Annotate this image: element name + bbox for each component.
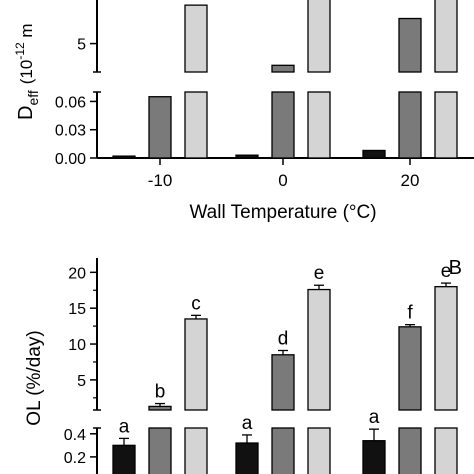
bottom-bar-20-s2-upper <box>434 286 458 411</box>
bottom-significance-letter: a <box>242 413 253 434</box>
top-x-axis-label: Wall Temperature (°C) <box>189 202 376 223</box>
bottom-ytick-label-lower: 0.4 <box>64 427 86 444</box>
bottom-bar-20-s1-lower <box>398 427 422 474</box>
top-ytick-label-upper: 5 <box>77 37 86 54</box>
top-bar-20-s0-lower <box>362 149 386 159</box>
top-xtick-label: 0 <box>278 171 287 190</box>
bottom-ytick-label-upper: 15 <box>68 301 86 318</box>
top-bar-20-s1-upper <box>398 17 422 73</box>
top-bar-0-s1-lower <box>271 91 295 159</box>
top-ytick-label-lower: 0.06 <box>55 94 86 111</box>
top-bar--10-s2-lower <box>184 91 208 159</box>
bottom-bar--10-s2-lower <box>184 427 208 474</box>
top-y-label-main: D <box>15 106 37 120</box>
top-bar--10-s0-lower <box>112 155 136 159</box>
top-y-label-exp: -12 <box>13 42 27 60</box>
bottom-panel: 0.2 0.4 5 10 15 20 a b c a d e a f e <box>64 258 458 474</box>
top-y-label-units: (10 <box>17 60 36 85</box>
top-bar-0-s2-upper <box>307 0 331 73</box>
bottom-bar-0-s1-upper <box>271 354 295 411</box>
top-bar--10-s2-upper <box>184 4 208 73</box>
top-y-axis-label: Deff (10-12 m <box>13 23 41 120</box>
bottom-significance-letter: b <box>155 382 166 403</box>
bottom-bar--10-s1-upper <box>148 405 172 411</box>
bottom-bar-20-s0-lower <box>362 440 386 474</box>
bottom-significance-letter: d <box>278 328 289 349</box>
bottom-bar-0-s0-lower <box>235 442 259 474</box>
top-bar-20-s1-lower <box>398 91 422 159</box>
top-xtick-label: 20 <box>401 171 420 190</box>
panel-label-b: B <box>449 257 462 279</box>
top-bar-20-s2-upper <box>434 0 458 73</box>
bottom-significance-letter: a <box>369 407 380 428</box>
bottom-bar-0-s2-lower <box>307 427 331 474</box>
top-xtick-label: -10 <box>148 171 173 190</box>
bottom-ytick-label-lower: 0.2 <box>64 450 86 467</box>
bottom-bar-0-s2-upper <box>307 288 331 411</box>
bottom-y-axis-label: OL (%/day) <box>24 330 45 425</box>
bottom-ytick-label-upper: 5 <box>77 373 86 390</box>
bottom-significance-letter: e <box>441 261 452 282</box>
top-ytick-label-lower: 0.00 <box>55 151 86 168</box>
bottom-significance-letter: c <box>191 293 201 314</box>
bottom-bar-20-s1-upper <box>398 326 422 411</box>
bottom-ytick-label-upper: 20 <box>68 265 86 282</box>
bottom-ytick-label-upper: 10 <box>68 337 86 354</box>
top-ytick-label-lower: 0.03 <box>55 123 86 140</box>
top-bar--10-s1-lower <box>148 96 172 159</box>
bottom-bar--10-s2-upper <box>184 318 208 411</box>
bottom-significance-letter: e <box>314 263 325 284</box>
bottom-bar-0-s1-lower <box>271 427 295 474</box>
top-bar-0-s2-lower <box>307 91 331 159</box>
top-y-label-sub: eff <box>25 90 41 105</box>
bottom-significance-letter: a <box>119 416 130 437</box>
bottom-significance-letter: f <box>407 303 413 324</box>
bottom-bar--10-s1-lower <box>148 427 172 474</box>
bottom-bar--10-s0-lower <box>112 444 136 474</box>
top-y-label-tail: m <box>17 23 36 42</box>
top-bar-0-s0-lower <box>235 154 259 159</box>
top-bar-0-s1-upper <box>271 64 295 73</box>
bottom-bar-20-s2-lower <box>434 427 458 474</box>
top-bar-20-s2-lower <box>434 91 458 159</box>
top-panel: 0.00 0.03 0.06 5 -10 0 20 <box>55 0 474 190</box>
